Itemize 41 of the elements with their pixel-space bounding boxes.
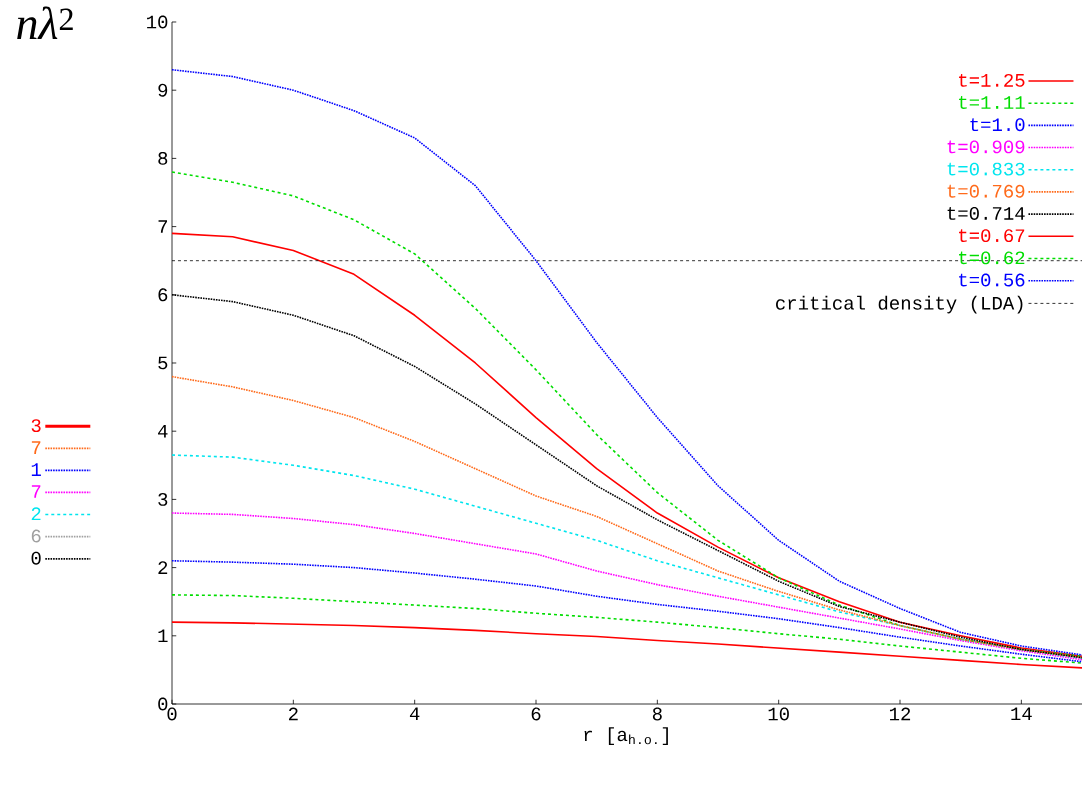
y-tick-label: 0 <box>158 697 168 711</box>
legend-label: t=0.67 <box>959 229 1025 243</box>
x-tick-label: 12 <box>889 707 911 721</box>
legend-label: t=0.56 <box>959 273 1025 287</box>
legend-label: 1 <box>31 463 41 476</box>
legend-label: t=0.769 <box>947 184 1025 198</box>
legend-label: 3 <box>31 419 41 433</box>
legend-label: 7 <box>31 485 41 498</box>
x-axis-title: r [a$_{h.o.}$] <box>584 727 668 745</box>
y-tick-label: 4 <box>158 424 168 438</box>
legend-label: t=0.833 <box>947 162 1025 176</box>
x-tick-label: 2 <box>288 707 298 721</box>
legend-label: t=1.11 <box>959 96 1025 109</box>
y-tick-label: 8 <box>158 151 168 165</box>
y-tick-label: 7 <box>158 220 167 233</box>
y-axis-title: nλ$^{2}$ <box>17 6 73 39</box>
legend-label: 2 <box>31 507 41 521</box>
y-tick-label: 5 <box>158 356 168 370</box>
legend-label: 7 <box>31 441 41 454</box>
y-tick-label: 10 <box>147 15 168 29</box>
legend-label: t=0.909 <box>947 140 1025 154</box>
legend-label: 6 <box>31 529 41 543</box>
line-series <box>171 559 1082 663</box>
y-tick-label: 2 <box>158 561 168 574</box>
legend-label: t=1.0 <box>970 118 1025 132</box>
y-tick-label: 3 <box>158 492 168 506</box>
y-tick-label: 9 <box>158 83 168 97</box>
x-tick-label: 6 <box>531 707 541 721</box>
legend-label: t=1.25 <box>959 73 1025 87</box>
legend-label: t=0.714 <box>947 207 1025 220</box>
y-tick-label: 1 <box>158 629 168 643</box>
legend-label: t=0.62 <box>959 251 1025 265</box>
x-tick-label: 10 <box>768 707 789 721</box>
line-series <box>171 68 1082 656</box>
x-tick-label: 4 <box>409 707 420 721</box>
x-tick-label: 0 <box>167 707 177 721</box>
legend-label: 0 <box>31 551 41 565</box>
x-tick-label: 14 <box>1011 707 1032 721</box>
y-tick-label: 6 <box>158 288 168 302</box>
x-tick-label: 8 <box>652 707 662 721</box>
legend-label: critical density (LDA) <box>776 295 1023 314</box>
